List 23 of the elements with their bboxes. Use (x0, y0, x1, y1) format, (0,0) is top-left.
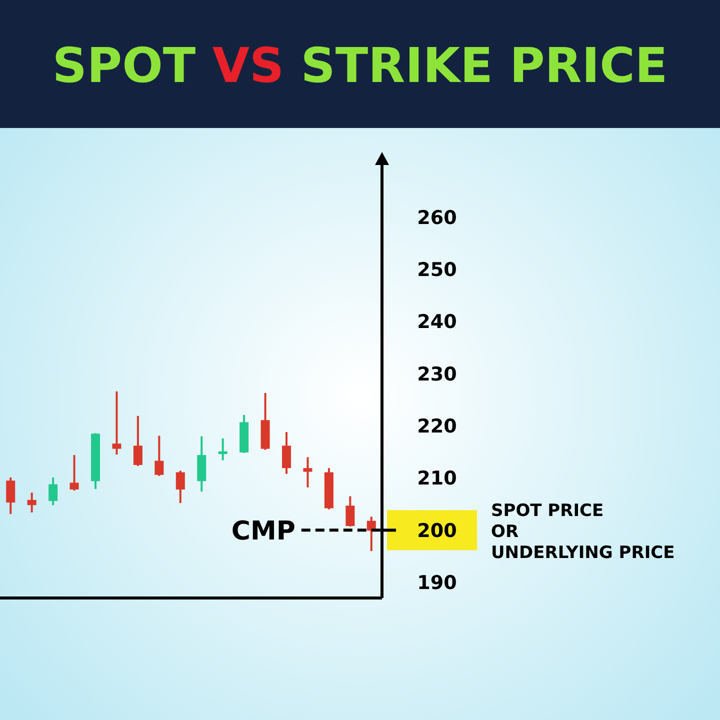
candlestick (218, 437, 228, 462)
candlestick (112, 390, 122, 456)
candlestick (346, 495, 355, 528)
text: SPOT PRICE OR UNDERLYING PRICE (491, 501, 675, 564)
y-tick-label: 190 (417, 572, 457, 594)
y-tick-label: 260 (417, 206, 457, 229)
y-tick-label: 230 (417, 363, 457, 386)
y-tick-label: 210 (417, 468, 457, 490)
candlestick (27, 492, 36, 514)
candlestick (48, 476, 58, 506)
y-tick-label: 240 (417, 311, 457, 334)
candlestick (282, 431, 291, 475)
candlestick (154, 434, 164, 477)
y-tick-label: 200 (417, 520, 457, 542)
candlestick (133, 414, 142, 468)
candlestick (303, 456, 312, 488)
candlestick (70, 454, 79, 492)
candlestick (176, 470, 185, 504)
y-tick-label: 250 (417, 258, 457, 281)
y-tick-label: 220 (417, 415, 457, 438)
ref-line-label: CMP (231, 516, 296, 546)
chart-title: SPOT VS STRIKE PRICE (52, 38, 668, 94)
candlestick (6, 476, 16, 516)
